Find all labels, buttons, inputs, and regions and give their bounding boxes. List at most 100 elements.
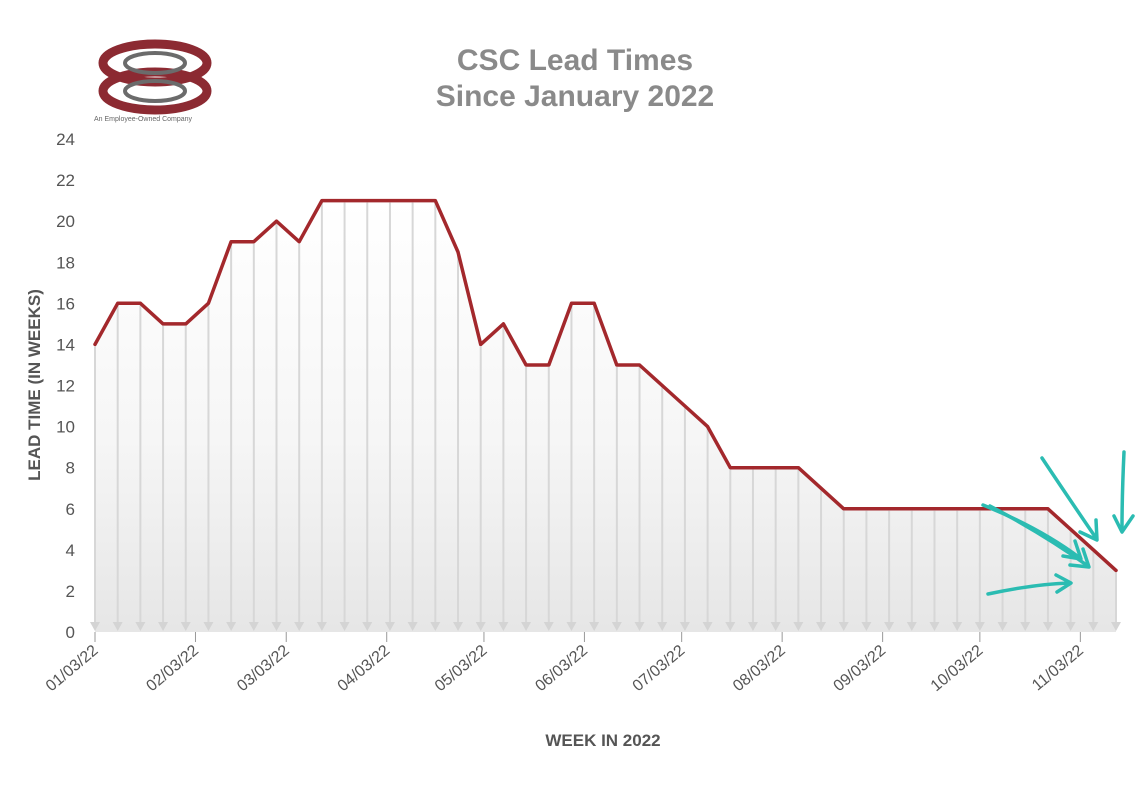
drop-arrowhead <box>793 622 804 631</box>
drop-arrowhead <box>770 622 781 631</box>
data-point <box>978 507 982 511</box>
y-axis-title: LEAD TIME (IN WEEKS) <box>25 289 44 481</box>
drop-arrowhead <box>929 622 940 631</box>
data-point <box>955 507 959 511</box>
drop-arrowhead <box>952 622 963 631</box>
drop-arrowhead <box>1088 622 1099 631</box>
data-point <box>910 507 914 511</box>
data-point <box>411 199 415 203</box>
data-point <box>320 199 324 203</box>
data-point <box>524 363 528 367</box>
arrow-icon <box>988 504 1091 569</box>
x-tick-label: 04/03/22 <box>335 642 394 695</box>
area-fill <box>95 200 1116 632</box>
x-tick-label: 06/03/22 <box>532 642 591 695</box>
data-point <box>570 301 573 305</box>
y-tick-label: 0 <box>66 623 75 642</box>
drop-arrowhead <box>543 622 554 631</box>
data-point <box>1023 507 1027 511</box>
data-point <box>184 322 188 326</box>
drop-arrowhead <box>702 622 713 631</box>
drop-arrowhead <box>203 622 214 631</box>
logo-inner-bottom <box>123 79 187 103</box>
drop-arrowhead <box>1020 622 1031 631</box>
drop-arrowhead <box>997 622 1008 631</box>
drop-arrowhead <box>316 622 327 631</box>
data-point <box>842 507 846 511</box>
x-tick-label: 10/03/22 <box>928 642 987 695</box>
data-point <box>456 250 460 254</box>
x-tick-label: 01/03/22 <box>43 642 102 695</box>
drop-arrowhead <box>725 622 736 631</box>
data-point <box>343 199 347 203</box>
data-point <box>138 301 142 305</box>
data-point <box>819 486 823 490</box>
data-point <box>615 363 619 367</box>
x-axis-title: WEEK IN 2022 <box>545 731 660 750</box>
data-point <box>592 301 596 305</box>
drop-arrowhead <box>1042 622 1053 631</box>
drop-arrowhead <box>384 622 395 631</box>
data-point <box>229 240 233 244</box>
drop-arrowhead <box>589 622 600 631</box>
data-point <box>1114 568 1118 572</box>
data-point <box>433 199 437 203</box>
x-tick-label: 02/03/22 <box>143 642 202 695</box>
data-point <box>933 507 936 511</box>
drop-arrowhead <box>521 622 532 631</box>
drop-arrowhead <box>1111 622 1121 631</box>
drop-lines <box>90 202 1121 631</box>
x-tick-label: 08/03/22 <box>730 642 789 695</box>
drop-arrowhead <box>861 622 872 631</box>
annotation-arrows <box>981 450 1135 596</box>
drop-arrowhead <box>135 622 146 631</box>
logo-inner-top <box>123 51 187 75</box>
drop-arrowhead <box>498 622 509 631</box>
data-point <box>116 301 120 305</box>
csc-logo: An Employee-Owned Company <box>94 39 212 123</box>
series-line <box>93 198 1118 573</box>
drop-arrowhead <box>453 622 464 631</box>
drop-arrowhead <box>180 622 191 631</box>
drop-arrowhead <box>1065 622 1076 631</box>
data-point <box>252 240 256 244</box>
data-point <box>161 322 165 326</box>
y-tick-label: 10 <box>56 418 75 437</box>
drop-arrowhead <box>611 622 622 631</box>
drop-arrowhead <box>362 622 373 631</box>
x-tick-label: 09/03/22 <box>831 642 890 695</box>
y-tick-label: 20 <box>56 212 75 231</box>
data-point <box>660 384 664 387</box>
arrow-icon <box>1112 450 1135 534</box>
drop-arrowhead <box>248 622 259 631</box>
x-tick-label: 11/03/22 <box>1029 642 1087 694</box>
drop-arrowhead <box>906 622 917 631</box>
y-tick-label: 24 <box>56 130 75 149</box>
drop-arrowhead <box>634 622 645 631</box>
logo-tagline: An Employee-Owned Company <box>94 116 193 123</box>
drop-arrowhead <box>679 622 690 631</box>
y-tick-label: 8 <box>66 459 75 478</box>
data-point <box>388 199 392 203</box>
drop-arrowhead <box>838 622 849 631</box>
drop-arrowhead <box>339 622 350 631</box>
y-tick-label: 18 <box>56 253 75 272</box>
x-tick-label: 05/03/22 <box>432 642 491 695</box>
data-point <box>683 404 687 408</box>
drop-arrowhead <box>475 622 486 631</box>
data-point <box>275 219 278 223</box>
data-point <box>206 301 210 305</box>
x-tick-label: 03/03/22 <box>234 642 293 695</box>
drop-arrowhead <box>294 622 305 631</box>
data-point <box>774 466 778 470</box>
y-tick-label: 6 <box>66 500 75 519</box>
data-point <box>1046 507 1050 511</box>
drop-arrowhead <box>407 622 418 631</box>
data-point <box>93 342 97 346</box>
drop-arrowhead <box>430 622 441 631</box>
data-point <box>706 425 710 429</box>
data-point <box>796 466 800 470</box>
y-tick-label: 2 <box>66 582 75 601</box>
data-point <box>864 507 868 511</box>
